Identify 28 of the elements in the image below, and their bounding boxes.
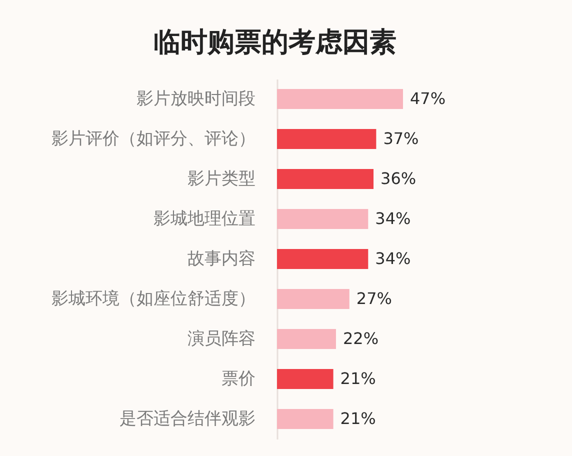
data-label: 21% (340, 409, 376, 428)
data-label: 27% (356, 289, 392, 308)
y-tick-label: 影片类型 (188, 169, 256, 189)
y-tick-label: 影城地理位置 (154, 209, 256, 229)
bar (277, 169, 374, 189)
bar (277, 409, 334, 429)
bar (277, 249, 368, 269)
bar (277, 289, 350, 309)
bar (277, 89, 403, 109)
y-tick-label: 票价 (222, 369, 256, 389)
bar (277, 209, 368, 229)
bar (277, 369, 334, 389)
chart-title: 临时购票的考虑因素 (154, 27, 396, 58)
data-label: 37% (383, 129, 419, 148)
data-label: 36% (380, 169, 416, 188)
y-tick-label: 影片放映时间段 (136, 89, 256, 109)
bar (277, 129, 376, 149)
y-tick-label: 演员阵容 (188, 329, 256, 349)
data-label: 47% (410, 89, 446, 108)
data-label: 34% (375, 249, 411, 268)
bar (277, 329, 336, 349)
y-tick-label: 影城环境（如座位舒适度） (52, 289, 256, 309)
y-tick-label: 故事内容 (188, 249, 256, 269)
data-label: 21% (340, 369, 376, 388)
y-tick-label: 影片评价（如评分、评论） (52, 129, 256, 149)
data-label: 22% (342, 329, 379, 348)
data-label: 34% (375, 209, 411, 228)
y-tick-label: 是否适合结伴观影 (120, 409, 256, 429)
